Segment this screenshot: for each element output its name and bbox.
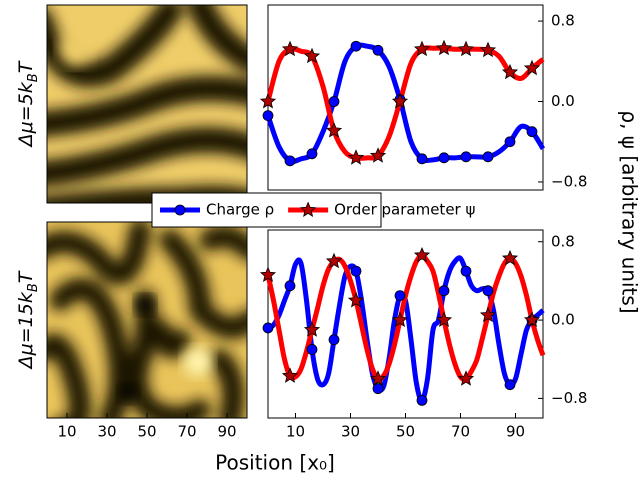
data-point xyxy=(437,41,451,55)
panel-label-part: Δμ=15k xyxy=(15,291,37,370)
data-point xyxy=(285,281,295,291)
y-tick-label: 0.8 xyxy=(551,12,575,30)
x-tick-label: 50 xyxy=(396,423,415,441)
x-tick-label: 90 xyxy=(506,423,525,441)
x-tick-label: 30 xyxy=(97,423,116,441)
panel-label-part: T xyxy=(15,270,37,283)
data-point xyxy=(285,156,295,166)
data-point xyxy=(527,127,537,137)
legend: Charge ρ Order parameter ψ xyxy=(152,193,475,227)
data-point xyxy=(263,111,273,121)
x-tick-label: 10 xyxy=(57,423,76,441)
panel-label-part: T xyxy=(15,60,37,73)
data-point xyxy=(417,395,427,405)
y-axis-label: ρ, ψ [arbitrary units] xyxy=(618,110,641,313)
data-point xyxy=(351,41,361,51)
y-tick-label: 0.0 xyxy=(551,311,575,329)
data-point xyxy=(461,266,471,276)
y-tick-label: 0.8 xyxy=(551,232,575,250)
plot-frame xyxy=(268,5,543,190)
legend-label: Charge ρ xyxy=(206,201,274,219)
x-axis-label: Position [x₀] xyxy=(215,451,335,475)
data-point xyxy=(395,291,405,301)
data-point xyxy=(439,286,449,296)
x-tick-label: 70 xyxy=(451,423,470,441)
x-tick-label: 90 xyxy=(217,423,236,441)
data-point xyxy=(439,153,449,163)
panel-label: Δμ=15kBT xyxy=(15,270,42,370)
data-point xyxy=(351,266,361,276)
x-tick-label: 10 xyxy=(286,423,305,441)
legend-marker xyxy=(175,205,185,215)
panel-label-part: Δμ=5k xyxy=(15,81,37,148)
data-point xyxy=(329,97,339,107)
data-point xyxy=(483,286,493,296)
data-point xyxy=(505,137,515,147)
x-tick-label: 30 xyxy=(341,423,360,441)
data-point xyxy=(483,152,493,162)
data-point xyxy=(505,380,515,390)
data-point xyxy=(459,42,473,56)
y-tick-label: 0.0 xyxy=(551,92,575,110)
data-point xyxy=(373,384,383,394)
x-tick-label: 70 xyxy=(177,423,196,441)
pattern-image xyxy=(40,222,250,430)
data-point xyxy=(329,335,339,345)
data-point xyxy=(373,45,383,55)
data-point xyxy=(263,323,273,333)
data-point xyxy=(307,344,317,354)
panel-label-part: B xyxy=(26,73,41,82)
data-point xyxy=(461,152,471,162)
legend-label: Order parameter ψ xyxy=(334,201,475,219)
series-line xyxy=(268,48,543,159)
data-point xyxy=(307,149,317,159)
data-point xyxy=(349,150,363,164)
panel-label-part: B xyxy=(26,283,41,292)
panel-label: Δμ=5kBT xyxy=(15,60,42,148)
y-tick-label: −0.8 xyxy=(551,389,587,407)
x-tick-label: 50 xyxy=(137,423,156,441)
pattern-image xyxy=(30,5,260,210)
data-point xyxy=(417,154,427,164)
y-tick-label: −0.8 xyxy=(551,172,587,190)
